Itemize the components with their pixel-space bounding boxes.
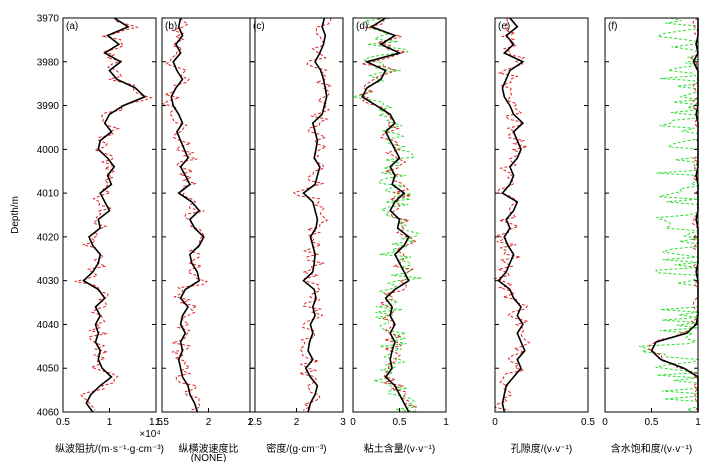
x-tick-label: 0.5 xyxy=(645,417,659,428)
y-tick-label: 3970 xyxy=(37,14,60,25)
x-axis-title: 纵横波速度比 xyxy=(179,442,239,455)
panel-label: (f) xyxy=(608,21,617,32)
x-tick-label: 0 xyxy=(350,417,356,428)
red-dashed-trace xyxy=(647,17,700,411)
x-tick-label: 1 xyxy=(443,417,449,428)
panel-label: (b) xyxy=(165,21,177,32)
red-dashed-trace xyxy=(292,17,333,411)
x-tick-label: 1 xyxy=(247,417,253,428)
black-series-line xyxy=(302,17,328,413)
x-tick-label: 1 xyxy=(695,417,701,428)
x-tick-label: 0.5 xyxy=(581,417,595,428)
y-tick-label: 4060 xyxy=(37,408,60,419)
y-axis-title: Depth/m xyxy=(10,196,21,234)
panel-frame xyxy=(62,17,157,413)
black-series-line xyxy=(170,17,205,413)
panel-frame xyxy=(249,17,344,413)
x-axis-title: 含水饱和度/(v·v⁻¹) xyxy=(611,442,692,455)
x-tick-label: 1.5 xyxy=(149,417,163,428)
red-dashed-trace xyxy=(358,17,417,411)
panel-label: (e) xyxy=(498,21,510,32)
x-tick-label: 1 xyxy=(107,417,113,428)
y-tick-label: 4050 xyxy=(37,364,60,375)
green-dashed-trace xyxy=(638,17,700,413)
x-tick-label: 2 xyxy=(294,417,300,428)
x-axis-title-line2: (NONE) xyxy=(191,453,227,462)
x-tick-label: 0 xyxy=(492,417,498,428)
red-dashed-trace xyxy=(74,17,153,411)
x-tick-label: 3 xyxy=(340,417,346,428)
x-tick-label: 0.5 xyxy=(393,417,407,428)
panel-label: (c) xyxy=(253,21,265,32)
x-multiplier: ×10⁴ xyxy=(139,429,160,440)
x-tick-label: 2.5 xyxy=(248,417,262,428)
y-tick-label: 4040 xyxy=(37,320,60,331)
black-series-line xyxy=(361,17,410,413)
y-tick-label: 4030 xyxy=(37,276,60,287)
x-tick-label: 1.5 xyxy=(155,417,169,428)
y-tick-label: 4010 xyxy=(37,189,60,200)
panel-label: (d) xyxy=(356,21,368,32)
red-dashed-trace xyxy=(493,17,531,411)
y-tick-label: 3990 xyxy=(37,101,60,112)
y-tick-label: 4020 xyxy=(37,232,60,243)
x-tick-label: 0.5 xyxy=(56,417,70,428)
green-dashed-trace xyxy=(352,17,422,413)
x-axis-title: 孔隙度/(v·v⁻¹) xyxy=(511,442,572,455)
red-dashed-trace xyxy=(161,17,208,411)
panel-frame xyxy=(494,17,589,413)
x-axis-title: 纵波阻抗/(m·s⁻¹·g·cm⁻³) xyxy=(55,442,164,455)
y-tick-label: 3980 xyxy=(37,57,60,68)
panel-label: (a) xyxy=(66,21,78,32)
panel-frame xyxy=(352,17,447,413)
x-tick-label: 2 xyxy=(206,417,212,428)
black-series-line xyxy=(82,17,147,413)
black-series-line xyxy=(497,17,526,413)
x-axis-title: 粘土含量/(v·v⁻¹) xyxy=(364,442,435,455)
y-tick-label: 4000 xyxy=(37,145,60,156)
x-tick-label: 0 xyxy=(602,417,608,428)
x-axis-title: 密度/(g·cm⁻³) xyxy=(266,442,326,455)
